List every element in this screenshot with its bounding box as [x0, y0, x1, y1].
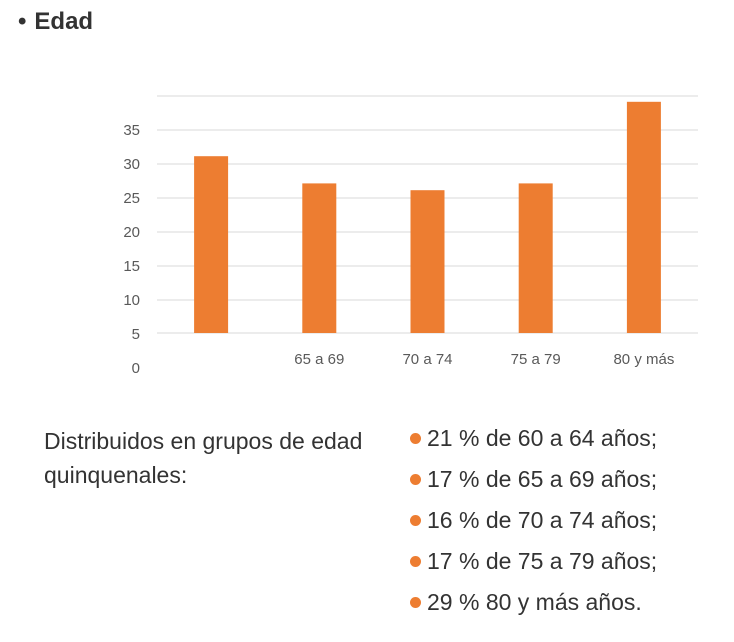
list-item: 16 % de 70 a 74 años; [410, 500, 657, 541]
x-tick-label: 70 a 74 [402, 351, 452, 368]
distribution-list: 21 % de 60 a 64 años; 17 % de 65 a 69 añ… [410, 418, 657, 623]
bullet-icon [410, 474, 421, 485]
list-item: 17 % de 65 a 69 años; [410, 459, 657, 500]
y-tick-label: 10 [123, 292, 140, 309]
x-tick-label: 75 a 79 [511, 351, 561, 368]
section-title: Edad [34, 8, 94, 35]
bar [302, 183, 337, 333]
section-heading: • Edad [18, 8, 93, 36]
x-tick-label: 80 y más [613, 351, 674, 368]
distribution-text: 17 % de 65 a 69 años; [427, 466, 658, 492]
distribution-text: 29 % 80 y más años. [427, 589, 642, 615]
bar [626, 101, 661, 333]
list-item: 29 % 80 y más años. [410, 582, 657, 623]
y-tick-label: 5 [132, 326, 140, 343]
x-tick-label: 65 a 69 [294, 351, 344, 368]
bar [194, 156, 229, 333]
bullet-icon [410, 597, 421, 608]
list-item: 21 % de 60 a 64 años; [410, 418, 657, 459]
bar [518, 183, 553, 333]
y-tick-label: 25 [123, 190, 140, 207]
age-bar-chart: 0 5 10 15 20 25 30 35 65 a 69 70 a 74 75 a 79 80 y … [123, 95, 698, 377]
distribution-text: 21 % de 60 a 64 años; [427, 425, 658, 451]
distribution-text: 16 % de 70 a 74 años; [427, 507, 658, 533]
bar [410, 190, 445, 333]
y-tick-label: 35 [123, 122, 140, 139]
bullet-icon [410, 556, 421, 567]
y-tick-label: 20 [123, 224, 140, 241]
distribution-text: 17 % de 75 a 79 años; [427, 548, 658, 574]
bullet-icon [410, 433, 421, 444]
y-tick-label: 0 [132, 360, 140, 377]
bullet-icon [410, 515, 421, 526]
description-text: Distribuidos en grupos de edad quinquena… [44, 428, 363, 488]
y-tick-label: 30 [123, 156, 140, 173]
y-tick-label: 15 [123, 258, 140, 275]
list-item: 17 % de 75 a 79 años; [410, 541, 657, 582]
heading-bullet: • [18, 8, 27, 35]
